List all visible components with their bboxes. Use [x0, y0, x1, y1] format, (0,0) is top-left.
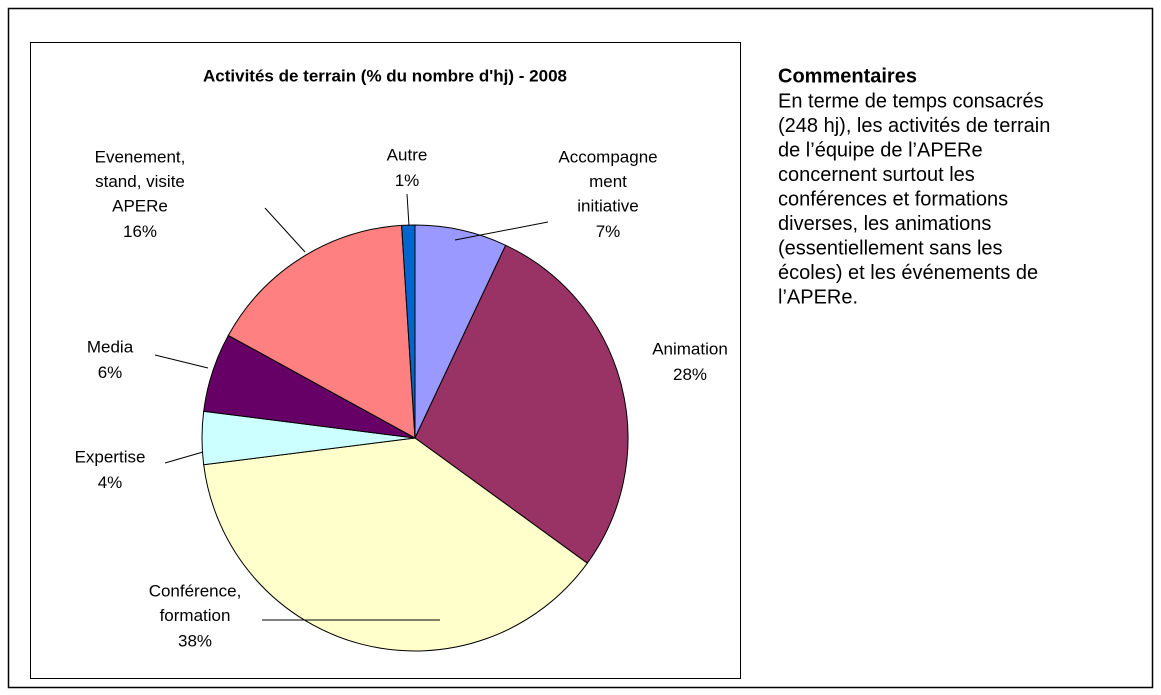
- leader-line: [454, 221, 549, 241]
- slice-label: Evenement,: [95, 147, 186, 166]
- comment-line: concernent surtout les: [778, 164, 975, 186]
- slice-label: stand, visite: [95, 172, 185, 191]
- comment-line: (essentiellement sans les: [778, 237, 1003, 259]
- slice-label: ment: [589, 172, 627, 191]
- pie-slice: [414, 244, 629, 564]
- pie-slice: [401, 224, 416, 439]
- comment-line: écoles) et les événements de: [778, 262, 1038, 284]
- value-label: 7%: [596, 222, 621, 241]
- value-label: 16%: [123, 222, 157, 241]
- comment-line: diverses, les animations: [778, 213, 991, 235]
- comment-title: Commentaires: [778, 65, 917, 87]
- slice-label: Expertise: [75, 447, 146, 466]
- comment-line: En terme de temps consacrés: [778, 90, 1044, 112]
- value-label: 1%: [395, 171, 420, 190]
- comment-body: En terme de temps consacrés (248 hj), les…: [778, 90, 1050, 308]
- value-label: 38%: [178, 631, 212, 650]
- leader-line: [154, 354, 209, 369]
- slice-label: Animation: [652, 339, 728, 358]
- slice-label: Media: [87, 337, 134, 356]
- slice-label: initiative: [577, 196, 638, 215]
- slice-label: Conférence,: [149, 581, 242, 600]
- pie-slice: [227, 224, 416, 439]
- value-label: 6%: [98, 363, 123, 382]
- chart-title: Activités de terrain (% du nombre d'hj) …: [203, 66, 567, 85]
- leader-line: [406, 193, 410, 227]
- value-label: 28%: [673, 365, 707, 384]
- comment-line: de l’équipe de l’APERe: [778, 139, 983, 161]
- leader-line: [164, 451, 204, 464]
- slice-label: Accompagne: [558, 147, 657, 166]
- comment-line: conférences et formations: [778, 188, 1008, 210]
- leader-line: [264, 207, 306, 253]
- comment-line: (248 hj), les activités de terrain: [778, 115, 1050, 137]
- slice-label: Autre: [387, 145, 428, 164]
- slice-label: APERe: [112, 196, 168, 215]
- comment-line: l’APERe.: [778, 286, 858, 308]
- value-label: 4%: [98, 473, 123, 492]
- pie: [201, 224, 629, 652]
- slice-label: formation: [160, 606, 231, 625]
- pie-slice: [203, 437, 589, 652]
